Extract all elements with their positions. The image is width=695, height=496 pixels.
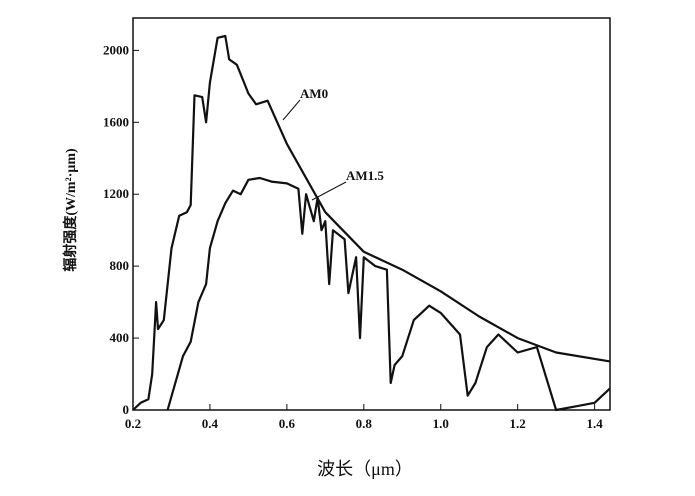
series-line <box>166 176 611 412</box>
y-tick-label: 400 <box>110 330 130 345</box>
y-tick-label: 800 <box>110 258 130 273</box>
series-line <box>132 34 611 411</box>
y-tick-label: 0 <box>123 402 130 417</box>
x-tick-label: 1.2 <box>510 416 526 431</box>
plot-frame <box>132 17 611 411</box>
x-tick-label: 0.8 <box>356 416 373 431</box>
y-tick-label: 1200 <box>103 186 129 201</box>
y-tick-label: 1600 <box>103 114 129 129</box>
x-tick-label: 1.4 <box>586 416 603 431</box>
leader-line <box>282 99 301 121</box>
x-axis-label: 波长（μm） <box>317 459 413 479</box>
y-tick-label: 2000 <box>103 42 129 57</box>
series-label: AM1.5 <box>346 168 384 183</box>
x-tick-label: 0.6 <box>279 416 296 431</box>
y-axis-label: 辐射强度(W/m²·μm) <box>62 148 79 272</box>
x-tick-label: 0.2 <box>125 416 141 431</box>
series-label: AM0 <box>300 86 328 101</box>
x-tick-label: 0.4 <box>202 416 219 431</box>
x-tick-label: 1.0 <box>433 416 449 431</box>
